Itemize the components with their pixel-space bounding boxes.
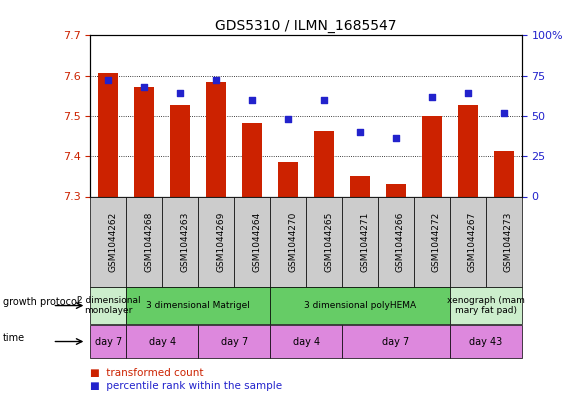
Bar <box>170 105 190 196</box>
Text: GSM1044266: GSM1044266 <box>396 211 405 272</box>
Point <box>247 97 257 103</box>
Point <box>283 116 293 122</box>
Text: GSM1044270: GSM1044270 <box>288 211 297 272</box>
Text: GSM1044273: GSM1044273 <box>504 211 513 272</box>
Point <box>212 77 221 84</box>
Text: ■  percentile rank within the sample: ■ percentile rank within the sample <box>90 381 283 391</box>
Text: day 7: day 7 <box>220 336 248 347</box>
Text: GSM1044263: GSM1044263 <box>180 211 189 272</box>
Bar <box>494 151 514 196</box>
Text: 3 dimensional polyHEMA: 3 dimensional polyHEMA <box>304 301 416 310</box>
Bar <box>350 176 370 196</box>
Text: GSM1044271: GSM1044271 <box>360 211 369 272</box>
Text: GSM1044265: GSM1044265 <box>324 211 333 272</box>
Point <box>319 97 329 103</box>
Bar <box>314 131 334 196</box>
Text: growth protocol: growth protocol <box>3 297 79 307</box>
Text: time: time <box>3 332 25 343</box>
Text: GSM1044272: GSM1044272 <box>432 211 441 272</box>
Text: day 4: day 4 <box>293 336 319 347</box>
Point <box>175 90 185 97</box>
Text: day 4: day 4 <box>149 336 176 347</box>
Text: 3 dimensional Matrigel: 3 dimensional Matrigel <box>146 301 250 310</box>
Text: day 43: day 43 <box>469 336 503 347</box>
Text: 2 dimensional
monolayer: 2 dimensional monolayer <box>76 296 140 315</box>
Bar <box>135 87 154 196</box>
Point <box>427 94 437 100</box>
Bar <box>422 116 442 196</box>
Bar <box>243 123 262 196</box>
Text: day 7: day 7 <box>94 336 122 347</box>
Text: GSM1044268: GSM1044268 <box>144 211 153 272</box>
Text: GSM1044267: GSM1044267 <box>468 211 477 272</box>
Text: GSM1044269: GSM1044269 <box>216 211 225 272</box>
Point <box>463 90 472 97</box>
Bar <box>458 105 477 196</box>
Title: GDS5310 / ILMN_1685547: GDS5310 / ILMN_1685547 <box>215 19 397 33</box>
Text: GSM1044264: GSM1044264 <box>252 211 261 272</box>
Bar <box>206 82 226 196</box>
Point <box>391 135 401 141</box>
Text: day 7: day 7 <box>382 336 410 347</box>
Bar <box>99 73 118 196</box>
Bar <box>386 184 406 196</box>
Bar <box>278 162 298 196</box>
Point <box>355 129 365 135</box>
Point <box>139 84 149 90</box>
Point <box>104 77 113 84</box>
Text: xenograph (mam
mary fat pad): xenograph (mam mary fat pad) <box>447 296 525 315</box>
Text: ■  transformed count: ■ transformed count <box>90 368 204 378</box>
Point <box>499 110 508 116</box>
Text: GSM1044262: GSM1044262 <box>108 211 117 272</box>
